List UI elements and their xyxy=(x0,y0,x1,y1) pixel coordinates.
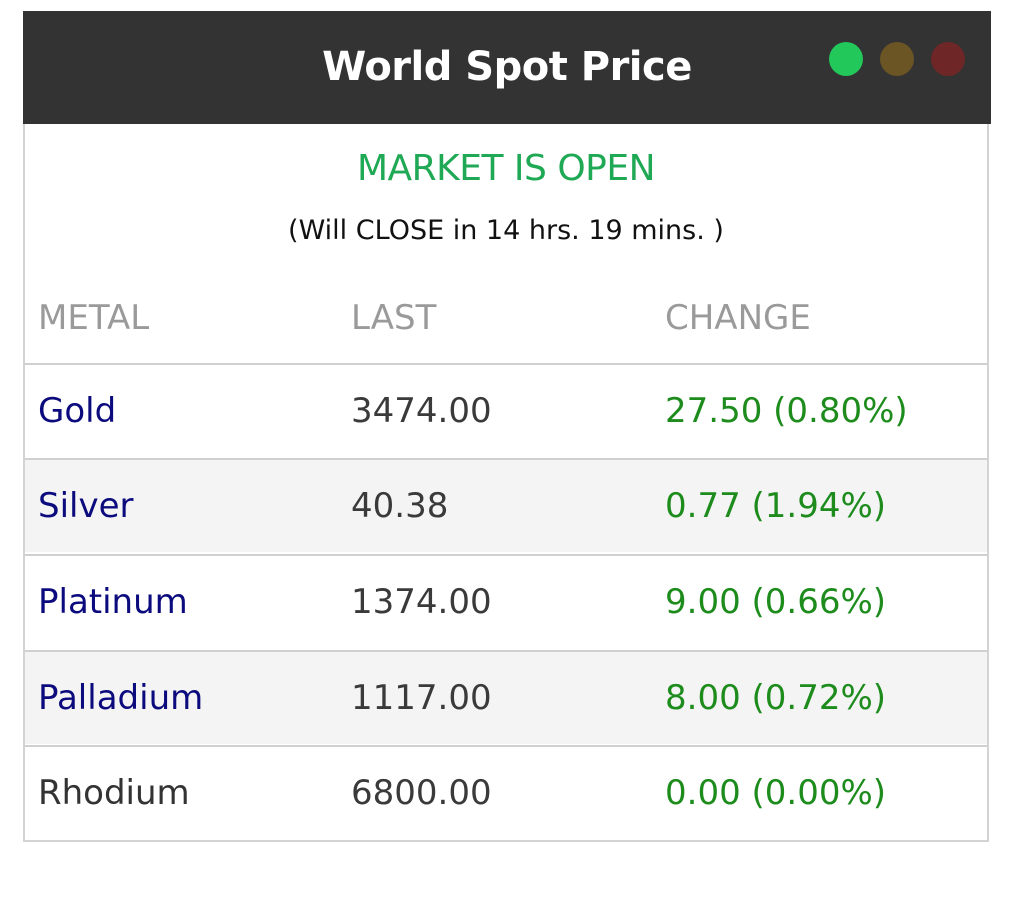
metal-name-rhodium: Rhodium xyxy=(38,773,190,813)
red-light-icon xyxy=(931,42,965,76)
table-row-rhodium: Rhodium 6800.00 0.00 (0.00%) xyxy=(25,745,987,839)
price-change: 8.00 (0.72%) xyxy=(665,678,887,718)
table-row-silver: Silver 40.38 0.77 (1.94%) xyxy=(25,458,987,552)
metal-link-palladium[interactable]: Palladium xyxy=(38,678,204,718)
table-row-palladium: Palladium 1117.00 8.00 (0.72%) xyxy=(25,650,987,744)
market-countdown: (Will CLOSE in 14 hrs. 19 mins. ) xyxy=(288,215,724,246)
last-price: 1374.00 xyxy=(351,582,492,622)
amber-light-icon xyxy=(880,42,914,76)
widget-header: World Spot Price xyxy=(23,11,991,124)
column-header-last: LAST xyxy=(351,298,437,338)
price-change: 0.00 (0.00%) xyxy=(665,773,887,813)
green-light-icon xyxy=(829,42,863,76)
widget-title: World Spot Price xyxy=(322,44,692,90)
price-change: 9.00 (0.66%) xyxy=(665,582,887,622)
metal-link-platinum[interactable]: Platinum xyxy=(38,582,188,622)
column-header-metal: METAL xyxy=(38,298,150,338)
table-row-platinum: Platinum 1374.00 9.00 (0.66%) xyxy=(25,554,987,648)
spot-price-widget: World Spot Price MARKET IS OPEN (Will CL… xyxy=(23,11,991,842)
last-price: 40.38 xyxy=(351,486,449,526)
table-row-gold: Gold 3474.00 27.50 (0.80%) xyxy=(25,363,987,457)
price-change: 27.50 (0.80%) xyxy=(665,391,908,431)
metal-link-silver[interactable]: Silver xyxy=(38,486,134,526)
last-price: 1117.00 xyxy=(351,678,492,718)
price-change: 0.77 (1.94%) xyxy=(665,486,887,526)
last-price: 3474.00 xyxy=(351,391,492,431)
market-status: MARKET IS OPEN xyxy=(356,148,656,189)
metal-link-gold[interactable]: Gold xyxy=(38,391,117,431)
last-price: 6800.00 xyxy=(351,773,492,813)
column-header-change: CHANGE xyxy=(665,298,811,338)
